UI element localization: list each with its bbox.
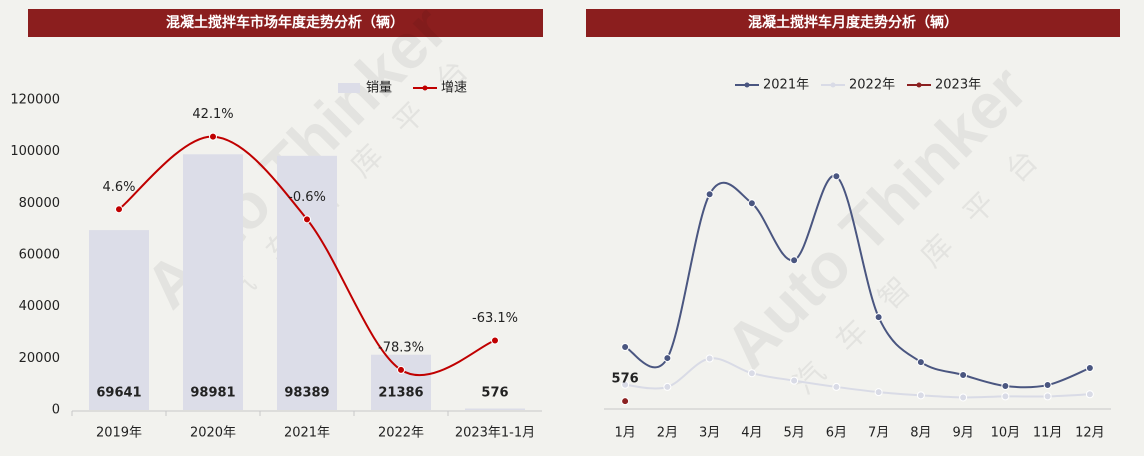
marker: [959, 393, 968, 402]
data-label: -63.1%: [472, 311, 518, 326]
marker: [916, 391, 925, 400]
y-tick-label: 100000: [10, 144, 60, 159]
y-tick-label: 120000: [10, 93, 60, 108]
x-tick-label: 9月: [952, 426, 973, 441]
legend-swatch: [916, 82, 922, 88]
x-tick-label: 2019年: [96, 426, 142, 441]
x-tick-label: 2月: [657, 426, 678, 441]
marker: [115, 205, 123, 214]
data-label: 576: [612, 372, 639, 387]
bar: [89, 230, 149, 410]
x-tick-label: 6月: [826, 426, 847, 441]
legend-swatch: [338, 83, 360, 93]
title-bar: [586, 9, 1120, 37]
marker: [397, 365, 405, 374]
marker: [303, 215, 311, 224]
y-tick-label: 0: [52, 403, 60, 418]
x-tick-label: 2021年: [284, 426, 330, 441]
marker: [209, 132, 217, 141]
data-label: -78.3%: [378, 340, 424, 355]
legend-label: 销量: [366, 81, 392, 96]
marker: [874, 313, 883, 322]
marker: [663, 382, 672, 391]
marker: [1001, 381, 1010, 390]
x-tick-label: 2022年: [378, 426, 424, 441]
bar: [371, 354, 431, 410]
marker: [832, 382, 841, 391]
x-tick-label: 4月: [741, 426, 762, 441]
marker: [874, 388, 883, 397]
legend-label: 增速: [441, 81, 467, 96]
marker: [790, 376, 799, 385]
bar: [183, 154, 243, 410]
x-tick-label: 2020年: [190, 426, 236, 441]
bar: [277, 155, 337, 410]
x-tick-label: 11月: [1033, 426, 1063, 441]
y-tick-label: 60000: [19, 248, 60, 263]
marker: [832, 172, 841, 181]
y-tick-label: 80000: [19, 196, 60, 211]
bar: [465, 408, 525, 410]
chart-title: 混凝土搅拌车月度走势分析（辆）: [748, 14, 958, 31]
title-bar: [28, 9, 543, 37]
legend-label: 2021年: [763, 78, 809, 93]
legend-swatch: [422, 85, 428, 91]
y-tick-label: 40000: [19, 299, 60, 314]
marker: [1085, 390, 1094, 399]
legend-swatch: [744, 82, 750, 88]
line: [625, 357, 1090, 399]
marker: [747, 369, 756, 378]
marker: [1043, 392, 1052, 401]
x-tick-label: 7月: [868, 426, 889, 441]
data-label: 576: [481, 386, 508, 401]
x-tick-label: 1月: [614, 426, 635, 441]
legend-label: 2023年: [935, 78, 981, 93]
marker: [621, 397, 630, 406]
data-label: 98981: [190, 386, 235, 401]
marker: [491, 336, 499, 345]
data-label: 21386: [378, 386, 423, 401]
data-label: 4.6%: [102, 180, 135, 195]
marker: [790, 256, 799, 265]
marker: [916, 358, 925, 367]
x-tick-label: 12月: [1075, 426, 1105, 441]
legend-label: 2022年: [849, 78, 895, 93]
chart-title: 混凝土搅拌车市场年度走势分析（辆）: [166, 14, 404, 31]
x-tick-label: 2023年1-1月: [455, 426, 535, 441]
marker: [621, 380, 630, 389]
x-tick-label: 3月: [699, 426, 720, 441]
marker: [705, 190, 714, 199]
data-label: 42.1%: [192, 107, 233, 122]
data-label: -0.6%: [288, 190, 326, 205]
marker: [621, 343, 630, 352]
data-label: 98389: [284, 386, 329, 401]
marker: [747, 199, 756, 208]
marker: [705, 354, 714, 363]
marker: [1085, 364, 1094, 373]
marker: [663, 354, 672, 363]
legend-swatch: [830, 82, 836, 88]
data-label: 69641: [96, 386, 141, 401]
x-tick-label: 10月: [991, 426, 1021, 441]
y-tick-label: 20000: [19, 351, 60, 366]
marker: [1043, 381, 1052, 390]
x-tick-label: 8月: [910, 426, 931, 441]
marker: [959, 370, 968, 379]
x-tick-label: 5月: [783, 426, 804, 441]
marker: [1001, 392, 1010, 401]
